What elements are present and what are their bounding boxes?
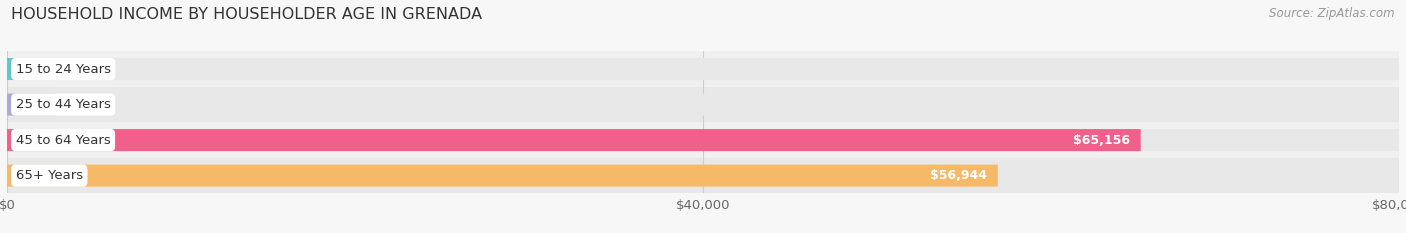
- Text: 25 to 44 Years: 25 to 44 Years: [15, 98, 111, 111]
- FancyBboxPatch shape: [7, 164, 1399, 187]
- Text: Source: ZipAtlas.com: Source: ZipAtlas.com: [1270, 7, 1395, 20]
- Text: 45 to 64 Years: 45 to 64 Years: [15, 134, 111, 147]
- FancyBboxPatch shape: [7, 58, 56, 80]
- Text: $0: $0: [70, 98, 86, 111]
- FancyBboxPatch shape: [7, 51, 1399, 87]
- FancyBboxPatch shape: [7, 122, 1399, 158]
- Text: $0: $0: [70, 62, 86, 75]
- FancyBboxPatch shape: [7, 93, 1399, 116]
- FancyBboxPatch shape: [7, 58, 1399, 80]
- FancyBboxPatch shape: [7, 93, 56, 116]
- FancyBboxPatch shape: [7, 164, 998, 187]
- Text: $65,156: $65,156: [1073, 134, 1130, 147]
- FancyBboxPatch shape: [7, 158, 1399, 193]
- FancyBboxPatch shape: [7, 129, 1140, 151]
- Text: $56,944: $56,944: [931, 169, 987, 182]
- Text: 65+ Years: 65+ Years: [15, 169, 83, 182]
- FancyBboxPatch shape: [7, 87, 1399, 122]
- Text: 15 to 24 Years: 15 to 24 Years: [15, 62, 111, 75]
- Text: HOUSEHOLD INCOME BY HOUSEHOLDER AGE IN GRENADA: HOUSEHOLD INCOME BY HOUSEHOLDER AGE IN G…: [11, 7, 482, 22]
- FancyBboxPatch shape: [7, 129, 1399, 151]
